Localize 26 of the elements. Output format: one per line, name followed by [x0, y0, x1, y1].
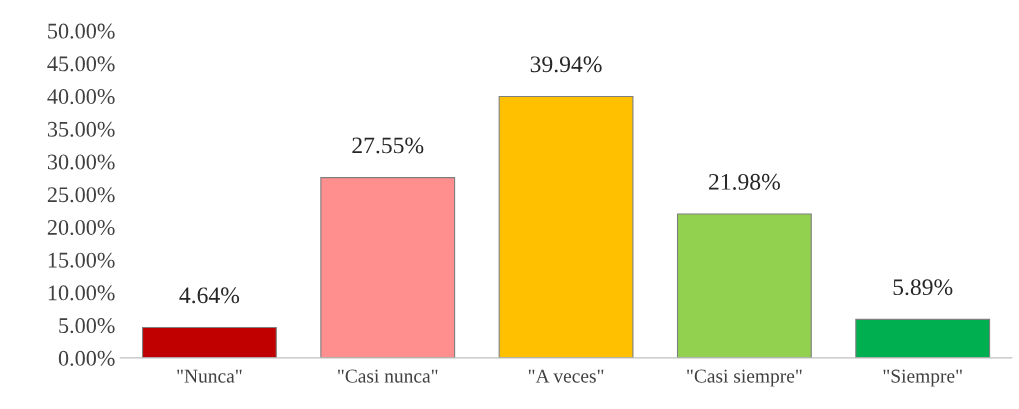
x-tick-label: "A veces" — [528, 369, 604, 383]
bar — [498, 95, 634, 358]
y-tick-label: 0.00% — [58, 350, 115, 366]
y-tick-label: 50.00% — [48, 23, 115, 39]
bar — [855, 318, 991, 358]
bar — [141, 326, 277, 358]
x-tick-label: "Nunca" — [177, 369, 242, 383]
y-tick-label: 35.00% — [47, 121, 115, 137]
data-label: 5.89% — [893, 279, 953, 296]
y-tick-label: 20.00% — [47, 219, 115, 236]
data-label: 21.98% — [709, 173, 780, 190]
data-label: 27.55% — [352, 137, 424, 154]
x-tick-label: "Siempre" — [883, 369, 962, 387]
y-tick-label: 10.00% — [48, 285, 115, 301]
y-tick-label: 45.00% — [47, 56, 115, 72]
data-label: 39.94% — [530, 56, 602, 73]
data-label: 4.64% — [179, 287, 240, 304]
x-tick-label: "Casi nunca" — [338, 369, 438, 383]
y-tick-label: 25.00% — [47, 187, 115, 203]
bar — [320, 177, 456, 358]
y-tick-label: 5.00% — [59, 318, 115, 334]
x-tick-label: "Casi siempre" — [687, 369, 802, 387]
y-tick-label: 15.00% — [48, 252, 115, 268]
y-tick-label: 40.00% — [47, 89, 115, 105]
bar — [676, 213, 812, 358]
y-tick-label: 30.00% — [47, 154, 115, 170]
